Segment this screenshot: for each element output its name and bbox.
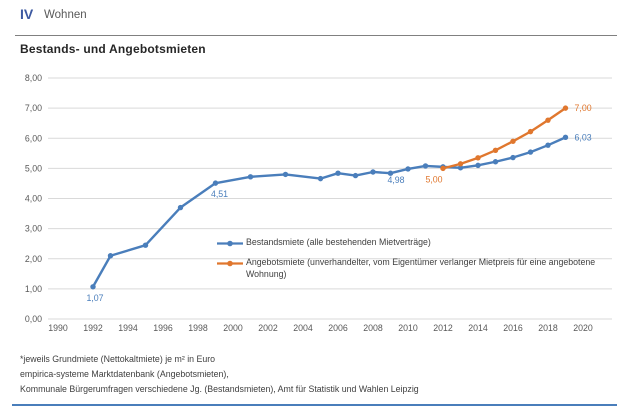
x-axis-tick-label: 2012 xyxy=(433,323,453,333)
x-axis-tick-label: 1990 xyxy=(48,323,68,333)
data-point-marker xyxy=(335,170,341,176)
data-point-marker xyxy=(510,154,516,161)
x-axis-tick-label: 1992 xyxy=(83,323,103,333)
section-title: Wohnen xyxy=(44,9,87,21)
y-axis-tick-label: 6,00 xyxy=(25,133,42,143)
y-axis-tick-label: 0,00 xyxy=(25,314,42,324)
data-point-marker xyxy=(90,284,96,290)
data-point-label: 4,98 xyxy=(387,175,404,185)
data-point-marker xyxy=(405,166,411,172)
data-point-marker xyxy=(562,134,569,141)
legend-label: Bestandsmiete (alle bestehenden Mietvert… xyxy=(246,237,431,247)
data-point-marker xyxy=(142,242,149,248)
data-point-label: 7,00 xyxy=(575,103,592,113)
y-axis-tick-label: 3,00 xyxy=(25,224,42,234)
data-point-marker xyxy=(492,159,499,165)
data-point-label: 4,51 xyxy=(211,189,228,199)
footnote-line: Kommunale Bürgerumfragen verschiedene Jg… xyxy=(20,384,419,394)
x-axis-tick-label: 2000 xyxy=(223,323,243,333)
x-axis-tick-label: 2004 xyxy=(293,323,313,333)
data-point-marker xyxy=(492,147,499,153)
legend-dot xyxy=(227,240,233,247)
x-axis-tick-label: 2016 xyxy=(503,323,523,333)
data-point-marker xyxy=(475,162,481,169)
y-axis-tick-label: 2,00 xyxy=(25,254,42,264)
data-point-marker xyxy=(387,170,394,176)
x-axis-tick-label: 2018 xyxy=(538,323,558,333)
section-number: IV xyxy=(20,6,34,22)
y-axis-tick-label: 1,00 xyxy=(25,284,42,294)
data-point-marker xyxy=(527,149,534,155)
footnotes: *jeweils Grundmiete (Nettokaltmiete) je … xyxy=(20,352,419,397)
y-axis-tick-label: 8,00 xyxy=(25,73,42,83)
legend-marker-icon xyxy=(217,240,243,247)
y-axis-tick-label: 4,00 xyxy=(25,194,42,204)
bottom-divider xyxy=(12,404,617,406)
data-point-marker xyxy=(352,172,359,179)
header-divider xyxy=(15,35,617,36)
rent-line-chart: 0,00 1,00 2,00 3,00 4,00 5,00 6,00 7,00 8,00 1990… xyxy=(25,73,612,333)
data-point-marker xyxy=(282,171,289,178)
series-bestandsmiete: 1,07 4,51 4,98 6,03 xyxy=(86,132,591,302)
chart-legend: Bestandsmiete (alle bestehenden Mietvert… xyxy=(217,237,613,289)
data-point-marker xyxy=(545,142,551,148)
data-point-label: 6,03 xyxy=(575,132,592,142)
series-line-angebotsmiete xyxy=(441,106,567,170)
y-axis-tick-label: 5,00 xyxy=(25,163,42,173)
x-axis-tick-label: 2006 xyxy=(328,323,348,333)
data-point-marker xyxy=(440,165,446,172)
y-axis-tick-label: 7,00 xyxy=(25,103,42,113)
footnote-line: *jeweils Grundmiete (Nettokaltmiete) je … xyxy=(20,354,216,364)
data-point-label: 1,07 xyxy=(86,293,103,303)
x-axis-tick-label: 1998 xyxy=(188,323,208,333)
x-axis-tick-label: 2020 xyxy=(573,323,593,333)
footnote-line: empirica-systeme Marktdatenbank (Angebot… xyxy=(20,369,229,379)
data-point-marker xyxy=(317,175,324,182)
series-line-bestandsmiete xyxy=(91,136,567,288)
series-angebotsmiete: 5,00 7,00 xyxy=(425,103,591,184)
legend-item-angebotsmiete: Angebotsmiete (unverhandelter, vom Eigen… xyxy=(217,257,613,280)
x-axis-tick-label: 1996 xyxy=(153,323,173,333)
chart-title: Bestands- und Angebotsmieten xyxy=(20,42,206,56)
data-point-marker xyxy=(545,117,551,123)
legend-dot xyxy=(227,261,233,267)
data-point-marker xyxy=(422,163,429,169)
x-axis-tick-label: 2010 xyxy=(398,323,418,333)
data-point-marker xyxy=(527,128,534,135)
data-point-marker xyxy=(475,155,481,161)
x-axis-tick-label: 2008 xyxy=(363,323,383,333)
data-point-label: 5,00 xyxy=(425,174,442,184)
data-point-marker xyxy=(247,174,254,180)
data-point-marker xyxy=(457,161,464,167)
legend-label: Angebotsmiete (unverhandelter, vom Eigen… xyxy=(246,257,596,279)
data-point-marker xyxy=(562,105,569,111)
x-axis-tick-label: 2002 xyxy=(258,323,278,333)
x-axis-tick-label: 2014 xyxy=(468,323,488,333)
data-point-marker xyxy=(107,253,114,259)
legend-item-bestandsmiete: Bestandsmiete (alle bestehenden Mietvert… xyxy=(217,237,613,248)
data-point-marker xyxy=(510,138,516,144)
data-point-marker xyxy=(212,180,219,186)
data-point-marker xyxy=(177,204,184,211)
legend-marker-icon xyxy=(217,261,243,267)
x-axis-tick-label: 1994 xyxy=(118,323,138,333)
data-point-marker xyxy=(457,165,464,171)
data-point-marker xyxy=(370,169,376,175)
